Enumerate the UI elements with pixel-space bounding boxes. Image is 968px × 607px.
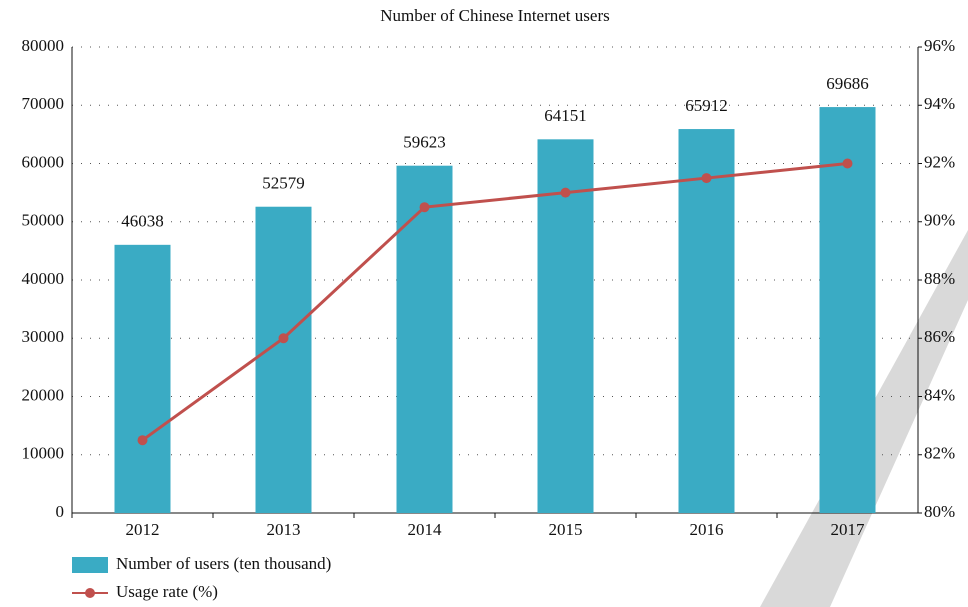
bar bbox=[537, 139, 594, 513]
legend-label: Usage rate (%) bbox=[116, 582, 218, 601]
data-label: 65912 bbox=[685, 96, 728, 115]
y-tick-label: 60000 bbox=[22, 152, 65, 171]
y2-tick-label: 86% bbox=[924, 327, 955, 346]
y-tick-label: 40000 bbox=[22, 269, 65, 288]
x-tick-label: 2014 bbox=[408, 520, 443, 539]
x-tick-label: 2016 bbox=[690, 520, 724, 539]
y-tick-label: 30000 bbox=[22, 327, 65, 346]
y-tick-label: 20000 bbox=[22, 385, 65, 404]
x-tick-label: 2013 bbox=[267, 520, 301, 539]
data-label: 52579 bbox=[262, 174, 305, 193]
y2-tick-label: 80% bbox=[924, 502, 955, 521]
point bbox=[419, 202, 430, 213]
bar bbox=[819, 107, 876, 514]
bar bbox=[114, 244, 171, 513]
point bbox=[701, 173, 712, 184]
y2-tick-label: 96% bbox=[924, 36, 955, 55]
point bbox=[560, 187, 571, 198]
y2-tick-label: 84% bbox=[924, 385, 955, 404]
y-tick-label: 80000 bbox=[22, 36, 65, 55]
legend-swatch bbox=[85, 588, 95, 598]
data-label: 64151 bbox=[544, 106, 587, 125]
y2-tick-label: 90% bbox=[924, 211, 955, 230]
x-tick-label: 2015 bbox=[549, 520, 583, 539]
point bbox=[278, 333, 289, 344]
y2-tick-label: 88% bbox=[924, 269, 955, 288]
bar bbox=[255, 206, 312, 513]
bar bbox=[396, 165, 453, 513]
y-tick-label: 0 bbox=[56, 502, 65, 521]
line bbox=[141, 162, 848, 442]
y-tick-label: 10000 bbox=[22, 444, 65, 463]
data-label: 59623 bbox=[403, 133, 446, 152]
y2-tick-label: 94% bbox=[924, 94, 955, 113]
y2-tick-label: 92% bbox=[924, 152, 955, 171]
chart-title: Number of Chinese Internet users bbox=[380, 6, 609, 25]
point bbox=[842, 158, 853, 169]
bar bbox=[678, 129, 735, 513]
x-tick-label: 2012 bbox=[126, 520, 160, 539]
y-tick-label: 70000 bbox=[22, 94, 65, 113]
legend-label: Number of users (ten thousand) bbox=[116, 554, 331, 573]
x-tick-label: 2017 bbox=[831, 520, 866, 539]
y2-tick-label: 82% bbox=[924, 444, 955, 463]
y-tick-label: 50000 bbox=[22, 211, 65, 230]
data-label: 69686 bbox=[826, 74, 869, 93]
legend-swatch bbox=[72, 557, 108, 573]
point bbox=[137, 435, 148, 446]
data-label: 46038 bbox=[121, 212, 164, 231]
